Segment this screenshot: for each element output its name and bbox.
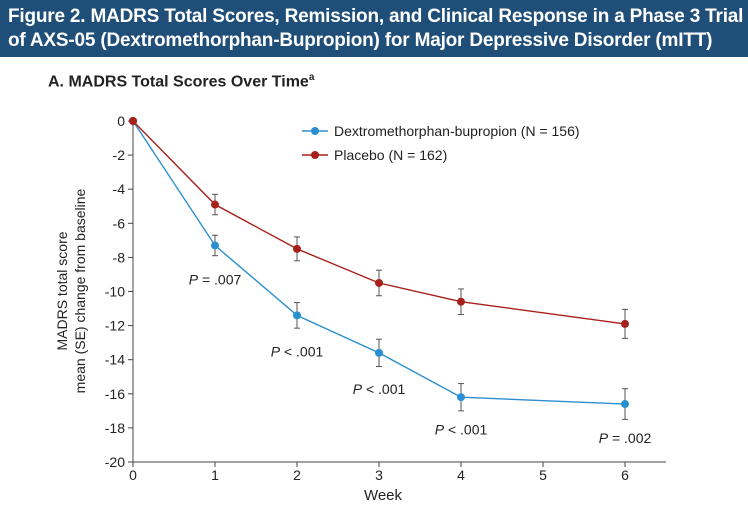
y-tick-label: -16 (105, 386, 125, 402)
p-value-prefix: P (435, 422, 445, 438)
y-tick-label: -20 (105, 454, 125, 470)
chart-title: A. MADRS Total Scores Over Timea (48, 72, 314, 91)
chart-series (129, 117, 629, 420)
figure-title-line-2: of AXS-05 (Dextromethorphan-Bupropion) f… (8, 30, 713, 51)
y-tick-label: -18 (105, 420, 125, 436)
legend-label: Dextromethorphan-bupropion (N = 156) (334, 123, 580, 139)
x-tick-label: 3 (375, 467, 383, 483)
series-line (132, 120, 626, 325)
data-point (293, 244, 301, 253)
x-tick-label: 6 (621, 467, 629, 483)
data-point (293, 311, 301, 320)
chart-ticks: 0-2-4-6-8-10-12-14-16-18-200 1 2 3 4 5 6 (105, 113, 629, 483)
y-tick-label: -12 (105, 318, 125, 334)
x-tick-label: 4 (457, 467, 465, 483)
chart-legend: Dextromethorphan-bupropion (N = 156) Plac… (302, 123, 580, 163)
p-value-annotation: P = .007 (189, 272, 242, 288)
p-value-text: = .002 (608, 430, 651, 446)
y-tick-label: 0 (117, 113, 125, 129)
figure-banner: Figure 2. MADRS Total Scores, Remission,… (0, 0, 748, 57)
p-value-text: < .001 (444, 422, 487, 438)
x-tick-label: 0 (129, 467, 137, 483)
legend-label: Placebo (N = 162) (334, 147, 447, 163)
p-value-prefix: P (599, 430, 609, 446)
p-value-prefix: P (189, 272, 199, 288)
figure-title-line-1: Figure 2. MADRS Total Scores, Remission,… (8, 6, 744, 27)
y-axis-label-line-2: mean (SE) change from baseline (72, 188, 88, 393)
p-value-prefix: P (271, 343, 281, 359)
data-point (457, 393, 465, 402)
legend-swatch-marker (311, 151, 319, 159)
y-tick-label: -14 (105, 352, 125, 368)
p-value-annotation: P < .001 (435, 422, 488, 438)
chart-title-text: A. MADRS Total Scores Over Time (48, 73, 309, 91)
p-value-text: < .001 (362, 381, 405, 397)
p-value-text: = .007 (198, 272, 241, 288)
chart-title-superscript: a (308, 72, 315, 83)
p-value-annotation: P < .001 (353, 381, 406, 397)
series-line (132, 120, 626, 405)
data-point (375, 348, 383, 357)
y-tick-label: -10 (105, 284, 125, 300)
p-value-text: < .001 (280, 343, 323, 359)
y-tick-label: -8 (113, 249, 126, 265)
p-value-annotation: P < .001 (271, 343, 324, 359)
x-tick-label: 5 (539, 467, 547, 483)
chart-axes (132, 121, 666, 463)
data-point (621, 400, 629, 409)
y-tick-label: -2 (113, 147, 126, 163)
y-axis-label-line-1: MADRS total score (54, 231, 70, 350)
p-value-annotation: P = .002 (599, 430, 652, 446)
data-point (211, 200, 219, 209)
x-tick-label: 2 (293, 467, 301, 483)
data-point (129, 117, 137, 125)
x-axis-label: Week (364, 487, 403, 504)
p-value-prefix: P (353, 381, 363, 397)
data-point (457, 297, 465, 306)
y-tick-label: -4 (113, 181, 126, 197)
y-tick-label: -6 (113, 215, 126, 231)
data-point (621, 319, 629, 328)
data-point (375, 278, 383, 287)
legend-swatch-marker (311, 127, 319, 135)
data-point (211, 241, 219, 250)
x-tick-label: 1 (211, 467, 219, 483)
